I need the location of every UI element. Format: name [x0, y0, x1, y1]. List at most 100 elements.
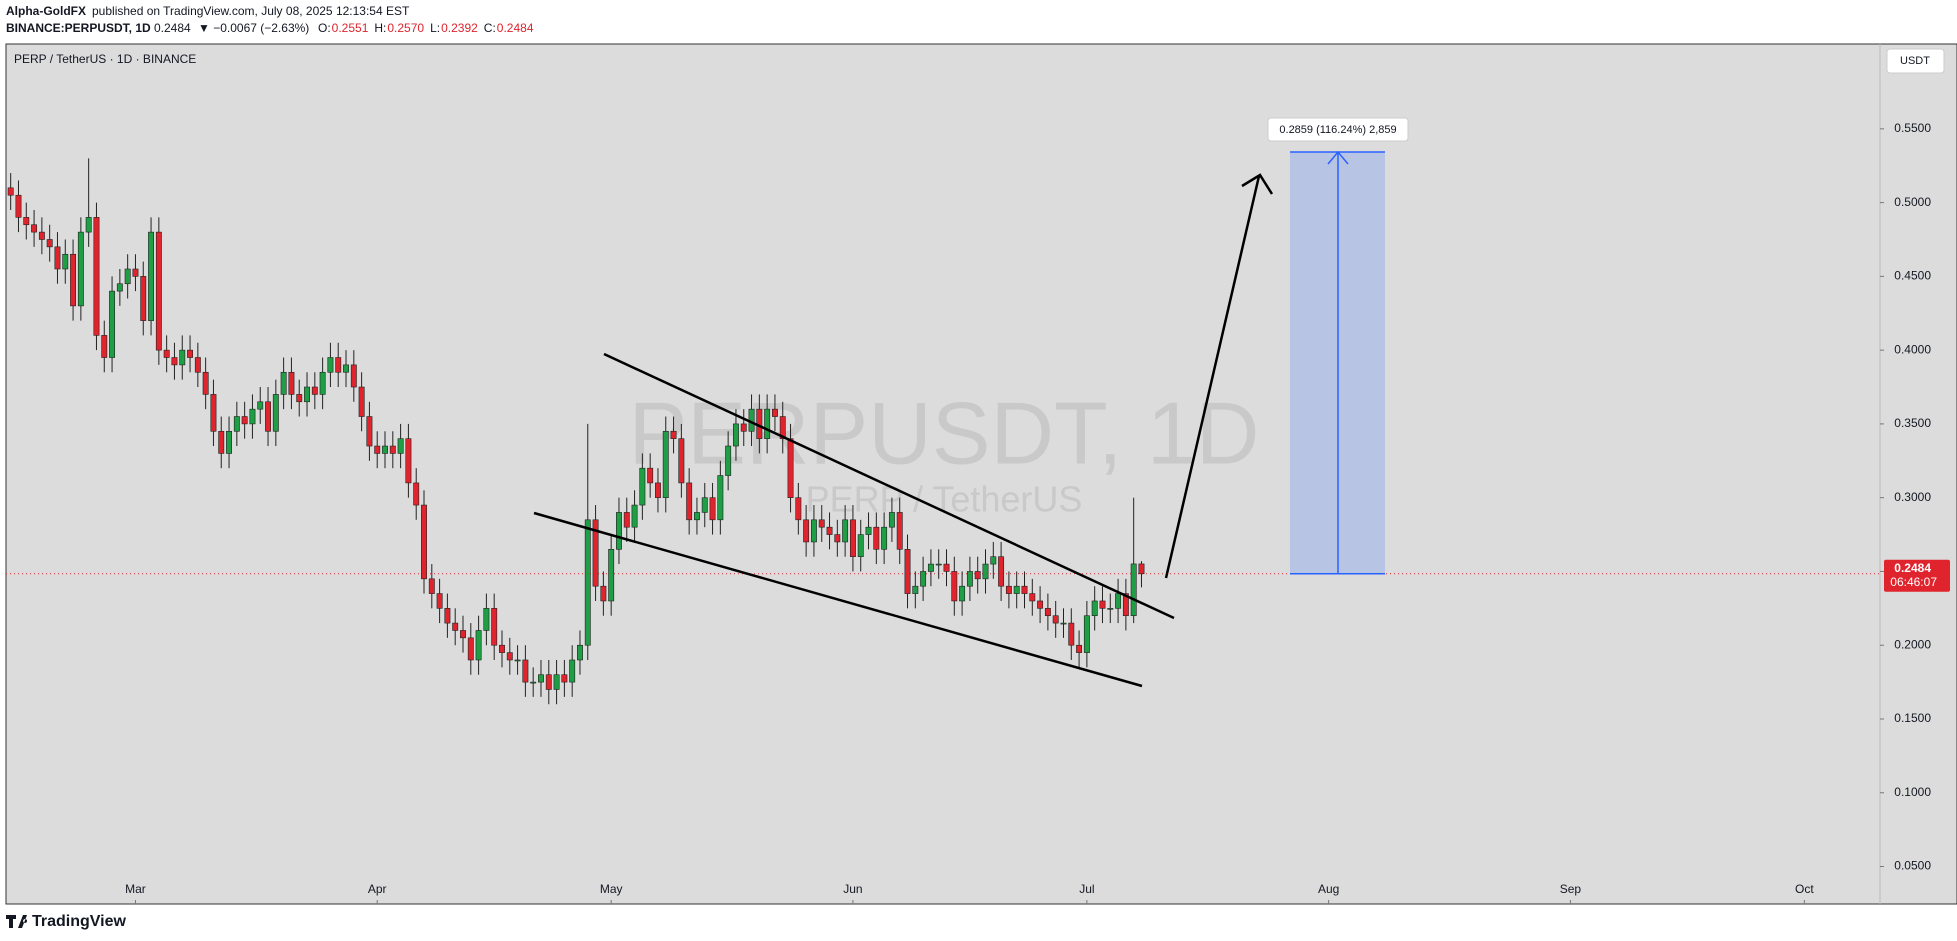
chart-title: PERP / TetherUS · 1D · BINANCE	[14, 52, 196, 66]
trendline-upper	[603, 352, 1175, 620]
candle-body	[1122, 593, 1129, 617]
candle-body	[740, 423, 747, 432]
candle-body	[959, 585, 966, 602]
candle-body	[584, 519, 591, 646]
drawings	[533, 173, 1274, 688]
price-tag-countdown: 06:46:07	[1890, 575, 1937, 589]
candle-body	[795, 497, 802, 521]
candle-body	[311, 386, 318, 395]
candle-body	[202, 371, 209, 395]
candle-body	[592, 519, 599, 587]
candle-body	[140, 276, 147, 321]
candle-body	[265, 401, 271, 432]
ohlc-key: L:	[430, 21, 440, 35]
candle-body	[397, 438, 404, 454]
measure-arrow-head	[1327, 150, 1349, 165]
candle-body	[842, 519, 849, 543]
candle-body	[54, 246, 61, 270]
candle-body	[966, 571, 973, 587]
candle-body	[475, 630, 482, 661]
candle-body	[764, 408, 771, 439]
candle-body	[1044, 608, 1051, 617]
trendline-lower	[533, 511, 1143, 688]
candle-body	[943, 563, 950, 572]
candle-body	[23, 217, 30, 226]
candle-body	[226, 430, 232, 454]
candle-body	[670, 430, 677, 439]
candle-body	[1130, 563, 1137, 617]
candle-body	[834, 534, 841, 543]
candle-body	[927, 563, 934, 572]
candle-body	[725, 445, 732, 476]
change: ▼ −0.0067 (−2.63%)	[198, 21, 309, 35]
candle-body	[350, 364, 357, 388]
currency-button[interactable]	[1886, 48, 1945, 74]
candle-body	[974, 571, 981, 580]
candle-body	[304, 386, 310, 403]
candle-body	[155, 231, 162, 351]
candle-body	[616, 512, 622, 550]
arrow-head	[1241, 173, 1274, 195]
plot-area	[5, 43, 1957, 905]
candle-body	[1068, 622, 1075, 646]
candle-body	[686, 482, 693, 521]
candle-body	[1060, 622, 1067, 625]
candle-body	[1037, 600, 1044, 609]
candle-body	[998, 556, 1005, 587]
candle-body	[327, 357, 334, 373]
candle-body	[366, 416, 373, 447]
candle-body	[803, 519, 810, 543]
candle-body	[241, 416, 248, 425]
candle-body	[7, 187, 14, 196]
candle-body	[896, 512, 903, 550]
candle-body	[990, 556, 997, 565]
candle-body	[1115, 593, 1122, 609]
measure-label: 0.2859 (116.24%) 2,859	[1279, 124, 1396, 136]
candle-body	[218, 430, 225, 454]
candle-body	[818, 519, 825, 528]
candle-body	[374, 445, 381, 454]
candle-body	[272, 394, 279, 432]
candle-body	[849, 519, 856, 557]
candle-body	[771, 408, 778, 417]
candle-body	[38, 231, 45, 240]
marks: 0.05000.10000.15000.20000.25000.30000.35…	[6, 44, 1950, 904]
candle-body	[600, 585, 607, 602]
ohlc-key: H:	[374, 21, 386, 35]
x-tick-label: Jun	[843, 882, 862, 896]
candle-body	[101, 335, 108, 358]
candle-body	[873, 526, 880, 550]
y-tick-label: 0.3500	[1894, 416, 1931, 430]
candle-body	[1091, 600, 1098, 617]
x-tick-label: Apr	[368, 882, 387, 896]
candle-body	[608, 549, 615, 602]
candle-body	[413, 482, 420, 506]
candle-body	[116, 283, 123, 292]
candle-body	[460, 630, 466, 639]
candle-body	[499, 644, 505, 653]
candle-body	[701, 497, 708, 513]
candle-body	[1099, 600, 1106, 609]
candle-body	[296, 394, 303, 403]
candle-body	[662, 430, 669, 498]
candle-body	[15, 194, 22, 218]
y-tick-label: 0.4000	[1894, 342, 1931, 356]
currency[interactable]: USDT	[1900, 55, 1930, 67]
candle-body	[920, 571, 927, 587]
y-tick-label: 0.5500	[1894, 121, 1931, 135]
candle-body	[1021, 585, 1028, 594]
x-tick-label: Aug	[1318, 882, 1339, 896]
x-tick-label: May	[600, 882, 623, 896]
candle-body	[881, 526, 888, 550]
y-tick-label: 0.4500	[1894, 269, 1931, 283]
candle-body	[1013, 585, 1020, 594]
candle-body	[1052, 615, 1059, 624]
candle-body	[452, 622, 459, 631]
candle-body	[1107, 608, 1114, 610]
candle-body	[257, 401, 264, 410]
ohlc-value: 0.2484	[497, 21, 534, 35]
x-tick-label: Oct	[1795, 882, 1814, 896]
candle-body	[483, 608, 490, 631]
candle-body	[77, 231, 84, 307]
